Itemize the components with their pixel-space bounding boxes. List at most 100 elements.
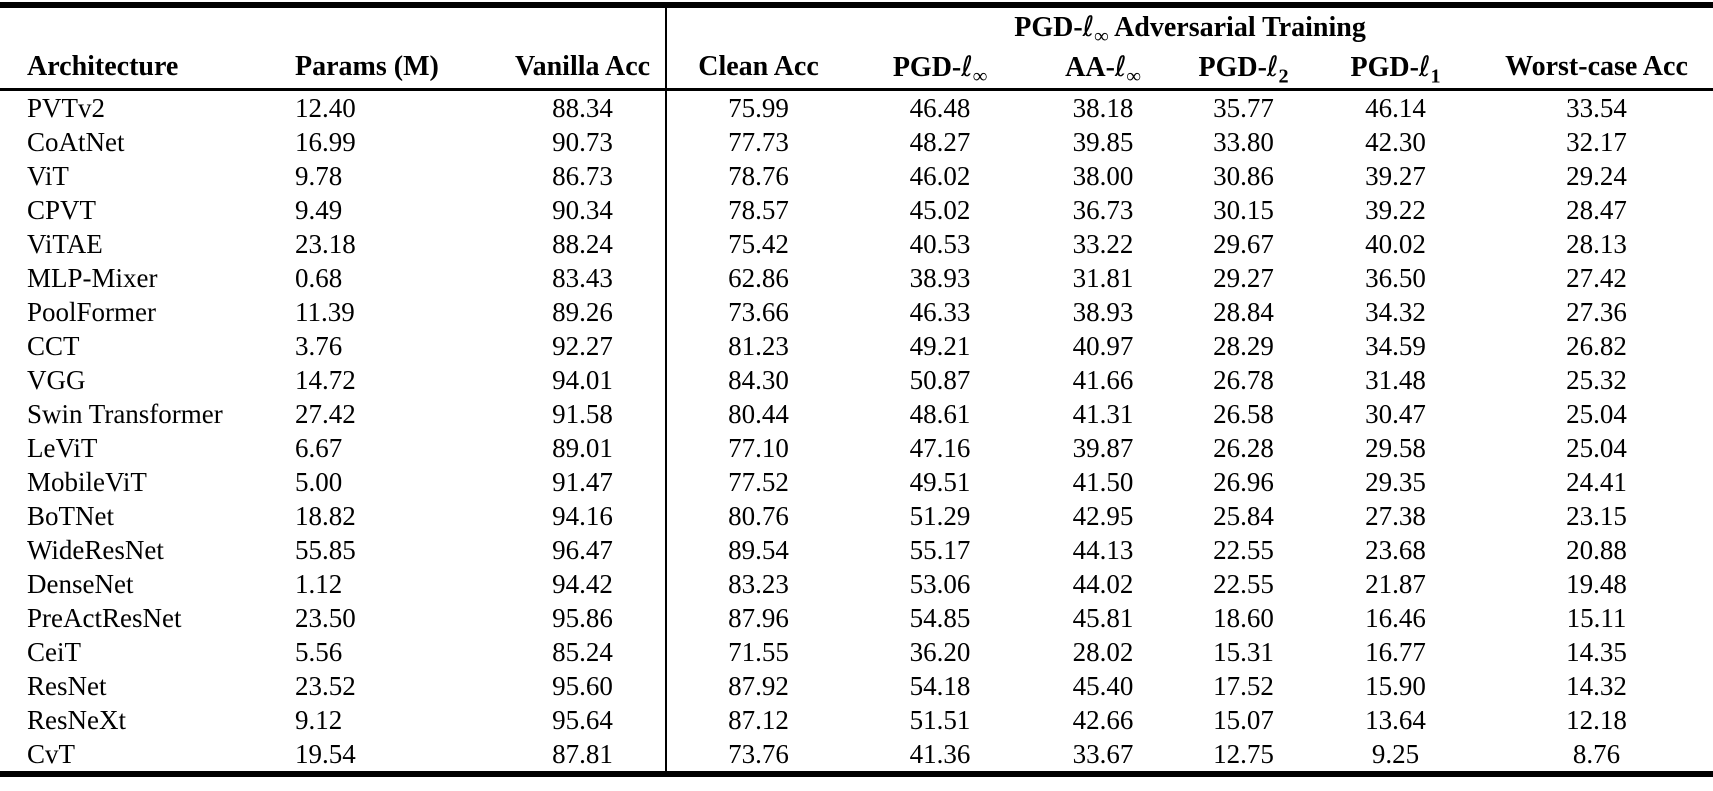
cell-pgd-linf: 51.29	[909, 500, 971, 531]
cell-pgd-l2: 26.78	[1213, 364, 1274, 395]
cell-pgd-l2: 22.55	[1213, 568, 1274, 599]
cell-clean-acc: 75.99	[665, 89, 851, 125]
cell-pgd-l2: 30.15	[1213, 194, 1274, 225]
cell-clean-acc: 77.52	[665, 465, 851, 499]
col-header-pgd-l1: PGD-ℓ1	[1350, 50, 1441, 88]
cell-pgd-linf: 54.85	[909, 602, 971, 633]
table-row: LeViT 6.67 89.01 77.10 47.16 39.87 26.28 29.58 2…	[0, 431, 1713, 465]
cell-vanilla-acc: 94.42	[552, 568, 613, 599]
group-header: PGD-ℓ∞ Adversarial Training	[665, 5, 1713, 48]
table-row: ResNet 23.52 95.60 87.92 54.18 45.40 17.52 15.9…	[0, 669, 1713, 703]
cell-aa-linf: 42.66	[1072, 704, 1134, 735]
col-header-pgd-l2: PGD-ℓ2	[1198, 50, 1289, 88]
table-row: CPVT 9.49 90.34 78.57 45.02 36.73 30.15 39.22 28…	[0, 193, 1713, 227]
cell-pgd-linf: 49.51	[909, 466, 971, 497]
cell-architecture: BoTNet	[27, 500, 114, 531]
cell-architecture: CvT	[27, 738, 76, 769]
cell-pgd-l2: 30.86	[1213, 160, 1274, 191]
cell-worst-case-acc: 24.41	[1566, 466, 1627, 497]
col-header-vanilla-acc: Vanilla Acc	[514, 51, 651, 82]
cell-worst-case-acc: 33.54	[1566, 92, 1627, 123]
cell-aa-linf: 44.13	[1072, 534, 1134, 565]
cell-worst-case-acc: 14.35	[1566, 636, 1627, 667]
ell-symbol: ℓ	[1114, 50, 1127, 83]
cell-params-m: 5.00	[295, 466, 343, 497]
cell-architecture: MobileViT	[27, 466, 147, 497]
cell-pgd-linf: 46.33	[909, 296, 971, 327]
cell-pgd-l1: 9.25	[1371, 738, 1420, 769]
cell-architecture: ResNeXt	[27, 704, 126, 735]
cell-vanilla-acc: 89.01	[552, 432, 613, 463]
cell-aa-linf: 45.40	[1072, 670, 1134, 701]
cell-clean-acc: 78.57	[665, 193, 851, 227]
cell-worst-case-acc: 20.88	[1566, 534, 1627, 565]
cell-clean-acc: 73.66	[665, 295, 851, 329]
subscript: ∞	[1094, 25, 1109, 48]
cell-clean-acc: 73.76	[665, 737, 851, 774]
cell-clean-acc: 71.55	[665, 635, 851, 669]
cell-clean-acc: 87.92	[665, 669, 851, 703]
cell-clean-acc: 75.42	[665, 227, 851, 261]
cell-pgd-linf: 55.17	[909, 534, 971, 565]
cell-pgd-l1: 31.48	[1365, 364, 1426, 395]
cell-pgd-l1: 21.87	[1365, 568, 1426, 599]
cell-architecture: CCT	[27, 330, 80, 361]
cell-pgd-l1: 29.58	[1365, 432, 1426, 463]
cell-params-m: 9.49	[295, 194, 343, 225]
cell-worst-case-acc: 27.42	[1566, 262, 1627, 293]
cell-params-m: 3.76	[295, 330, 343, 361]
cell-pgd-l2: 28.29	[1213, 330, 1274, 361]
cell-vanilla-acc: 96.47	[552, 534, 613, 565]
cell-params-m: 12.40	[295, 92, 356, 123]
cell-aa-linf: 42.95	[1072, 500, 1134, 531]
cell-pgd-l2: 15.07	[1213, 704, 1274, 735]
cell-vanilla-acc: 91.47	[552, 466, 613, 497]
cell-pgd-l2: 29.67	[1213, 228, 1274, 259]
cell-worst-case-acc: 32.17	[1566, 126, 1627, 157]
cell-pgd-linf: 50.87	[909, 364, 971, 395]
cell-aa-linf: 44.02	[1072, 568, 1134, 599]
cell-pgd-l1: 27.38	[1365, 500, 1426, 531]
cell-architecture: WideResNet	[27, 534, 164, 565]
table-row: WideResNet 55.85 96.47 89.54 55.17 44.13 22.55…	[0, 533, 1713, 567]
cell-pgd-linf: 54.18	[909, 670, 971, 701]
table-row: MobileViT 5.00 91.47 77.52 49.51 41.50 26.96 29…	[0, 465, 1713, 499]
cell-pgd-l2: 12.75	[1213, 738, 1274, 769]
cell-architecture: ViTAE	[27, 228, 103, 259]
cell-aa-linf: 38.18	[1072, 92, 1134, 123]
table-row: PreActResNet 23.50 95.86 87.96 54.85 45.81 18.…	[0, 601, 1713, 635]
cell-worst-case-acc: 28.13	[1566, 228, 1627, 259]
subscript: 1	[1430, 65, 1441, 88]
cell-aa-linf: 33.22	[1072, 228, 1134, 259]
table-row: CeiT 5.56 85.24 71.55 36.20 28.02 15.31 16.77 14…	[0, 635, 1713, 669]
cell-aa-linf: 38.00	[1072, 160, 1134, 191]
col-header-architecture: Architecture	[27, 51, 179, 82]
cell-worst-case-acc: 25.04	[1566, 398, 1627, 429]
cell-params-m: 23.52	[295, 670, 356, 701]
cell-vanilla-acc: 88.34	[552, 92, 613, 123]
table-row: ViTAE 23.18 88.24 75.42 40.53 33.22 29.67 40.02…	[0, 227, 1713, 261]
ell-symbol: ℓ	[1266, 50, 1279, 83]
cell-architecture: PoolFormer	[27, 296, 157, 327]
cell-clean-acc: 84.30	[665, 363, 851, 397]
cell-aa-linf: 28.02	[1072, 636, 1134, 667]
cell-vanilla-acc: 92.27	[552, 330, 613, 361]
table-row: CCT 3.76 92.27 81.23 49.21 40.97 28.29 34.59 26.…	[0, 329, 1713, 363]
cell-clean-acc: 62.86	[665, 261, 851, 295]
cell-pgd-l2: 26.28	[1213, 432, 1274, 463]
cell-worst-case-acc: 8.76	[1572, 738, 1621, 769]
cell-vanilla-acc: 95.64	[552, 704, 613, 735]
cell-pgd-linf: 47.16	[909, 432, 971, 463]
cell-aa-linf: 41.66	[1072, 364, 1134, 395]
cell-worst-case-acc: 23.15	[1566, 500, 1627, 531]
cell-pgd-l2: 26.58	[1213, 398, 1274, 429]
cell-architecture: Swin Transformer	[27, 398, 223, 429]
cell-params-m: 11.39	[295, 296, 355, 327]
group-header-row: PGD-ℓ∞ Adversarial Training	[0, 5, 1713, 48]
table-header: PGD-ℓ∞ Adversarial Training Architecture…	[0, 5, 1713, 90]
cell-worst-case-acc: 12.18	[1566, 704, 1627, 735]
cell-pgd-l1: 39.22	[1365, 194, 1426, 225]
cell-pgd-linf: 40.53	[909, 228, 971, 259]
columns-row: Architecture Params (M) Vanilla Acc Clean A…	[0, 46, 1713, 90]
cell-pgd-linf: 46.02	[909, 160, 971, 191]
